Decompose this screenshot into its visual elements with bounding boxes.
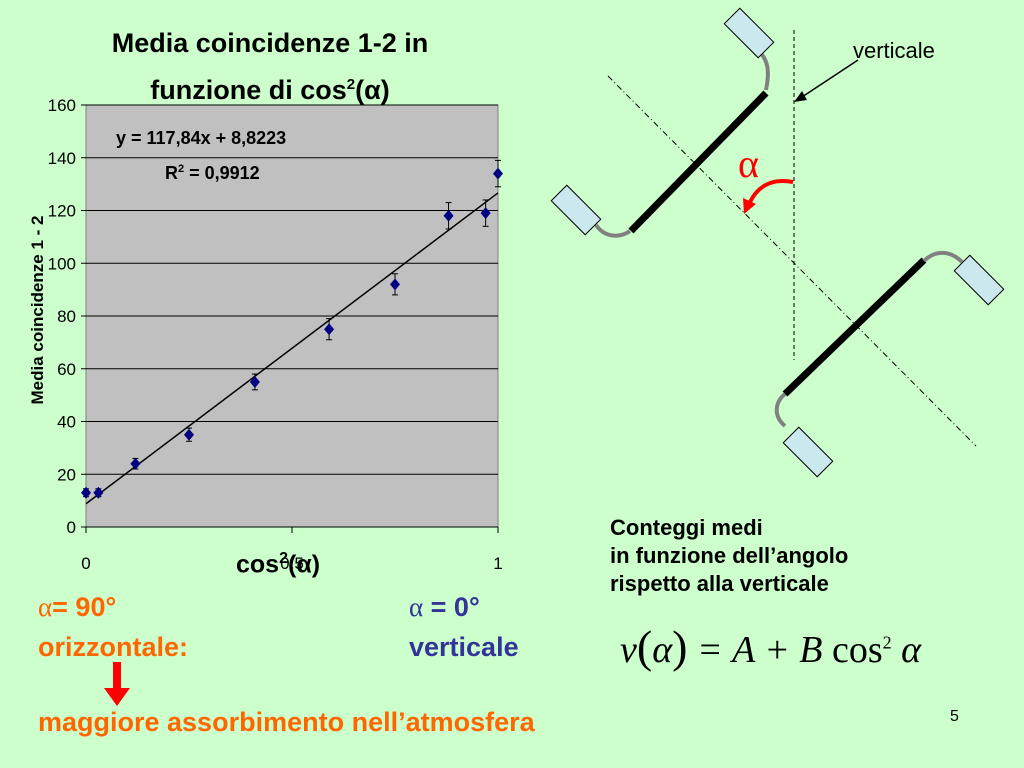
absorption-text: maggiore assorbimento nell’atmosfera [38, 707, 535, 737]
upper-photomultiplier-bottom [550, 184, 602, 236]
trendline [85, 192, 499, 505]
caption-line2: in funzione dell’angolo [610, 543, 849, 568]
lower-scintillator-bar [782, 257, 927, 397]
caption-line1: Conteggi medi [610, 515, 763, 540]
verticale-pointer-line [801, 59, 859, 98]
formula-nu: ν [620, 629, 637, 671]
upper-photomultiplier-top [723, 7, 775, 59]
x-tick-labels: 0 0,5 1 [81, 554, 502, 573]
verticale-pointer-head [794, 91, 807, 102]
y-tick-label: 80 [57, 307, 76, 326]
data-point [81, 486, 91, 499]
data-point [184, 427, 194, 442]
angle-arc-arrowhead [743, 198, 756, 214]
trendline-equation: y = 117,84x + 8,8223 [116, 128, 287, 148]
detector-diagram [550, 7, 1005, 478]
x-axis-label: cos2(α) [236, 550, 320, 579]
page-number: 5 [950, 708, 959, 725]
alpha-90-text: = 90° [52, 592, 117, 622]
diagram-verticale-label: verticale [853, 38, 935, 63]
upper-light-guide-bottom [594, 223, 632, 238]
y-tick-label: 20 [57, 465, 76, 484]
alpha-90-line: α= 90° [38, 590, 116, 624]
data-point [324, 318, 335, 341]
formula: ν(α) = A + B cos2 α [620, 620, 921, 673]
upper-scintillator-bar [628, 90, 769, 234]
alpha-0-line: α = 0° [409, 590, 480, 624]
y-tick-label: 100 [48, 254, 76, 273]
lower-light-guide-top [922, 250, 964, 264]
y-tick-labels: 0 20 40 60 80 100 120 140 160 [48, 96, 76, 537]
diagonal-dashdot-line [607, 75, 977, 447]
chart-title-line1: Media coincidenze 1-2 in [111, 28, 429, 58]
angle-arc [748, 179, 794, 203]
formula-cos: cos [832, 629, 883, 671]
chart-title-line2: funzione di cos2(α) [60, 64, 480, 111]
lower-light-guide-bottom [774, 392, 787, 428]
y-tick-label: 120 [48, 202, 76, 221]
caption-line3: rispetto alla verticale [610, 571, 829, 596]
data-point [493, 159, 503, 188]
data-point [93, 486, 104, 499]
alpha-0-symbol: α [409, 592, 424, 622]
grid-lines [81, 104, 499, 533]
r2-sup: 2 [178, 163, 185, 175]
paren-close: ) [672, 621, 688, 672]
data-point [443, 202, 454, 230]
x-tick-label: 0 [81, 554, 90, 573]
paren-open: ( [636, 621, 653, 672]
lower-photomultiplier-top [953, 254, 1005, 306]
diagram-alpha-label: α [738, 141, 759, 186]
y-tick-label: 40 [57, 413, 76, 432]
xlabel-tail: (α) [288, 550, 321, 579]
y-tick-label: 0 [67, 518, 76, 537]
xlabel-main: cos [236, 550, 280, 579]
formula-alpha: α [652, 629, 673, 671]
orizzontale-label: orizzontale: [38, 632, 189, 662]
chart-title: Media coincidenze 1-2 in funzione di cos… [60, 22, 480, 111]
formula-eq: = A + B [696, 629, 823, 671]
r2-main: R [165, 163, 178, 183]
data-point [480, 199, 491, 227]
y-tick-label: 140 [48, 149, 76, 168]
chart-title-tail: (α) [355, 75, 390, 105]
formula-tail: α [901, 629, 922, 671]
x-tick-label: 0,5 [280, 554, 304, 573]
r2-tail: = 0,9912 [184, 163, 260, 183]
chart-title-sup: 2 [346, 76, 356, 93]
y-tick-label: 160 [48, 96, 76, 115]
formula-exp: 2 [882, 632, 892, 653]
alpha-90-symbol: α [38, 592, 53, 622]
data-points [81, 159, 503, 499]
caption: Conteggi medi in funzione dell’angolo ri… [610, 514, 848, 598]
data-point [130, 457, 141, 470]
verticale-blue-label: verticale [409, 632, 519, 662]
r-squared: R2 = 0,9912 [165, 163, 260, 184]
y-axis-label: Media coincidenze 1 - 2 [28, 215, 47, 405]
xlabel-sup: 2 [279, 550, 288, 567]
down-arrow-icon [104, 662, 130, 706]
lower-photomultiplier-bottom [782, 426, 834, 478]
chart-title-main: funzione di cos [150, 75, 347, 105]
x-tick-label: 1 [493, 554, 502, 573]
data-point [249, 373, 260, 391]
data-point [390, 273, 400, 296]
alpha-0-text: = 0° [423, 592, 480, 622]
y-tick-label: 60 [57, 360, 76, 379]
